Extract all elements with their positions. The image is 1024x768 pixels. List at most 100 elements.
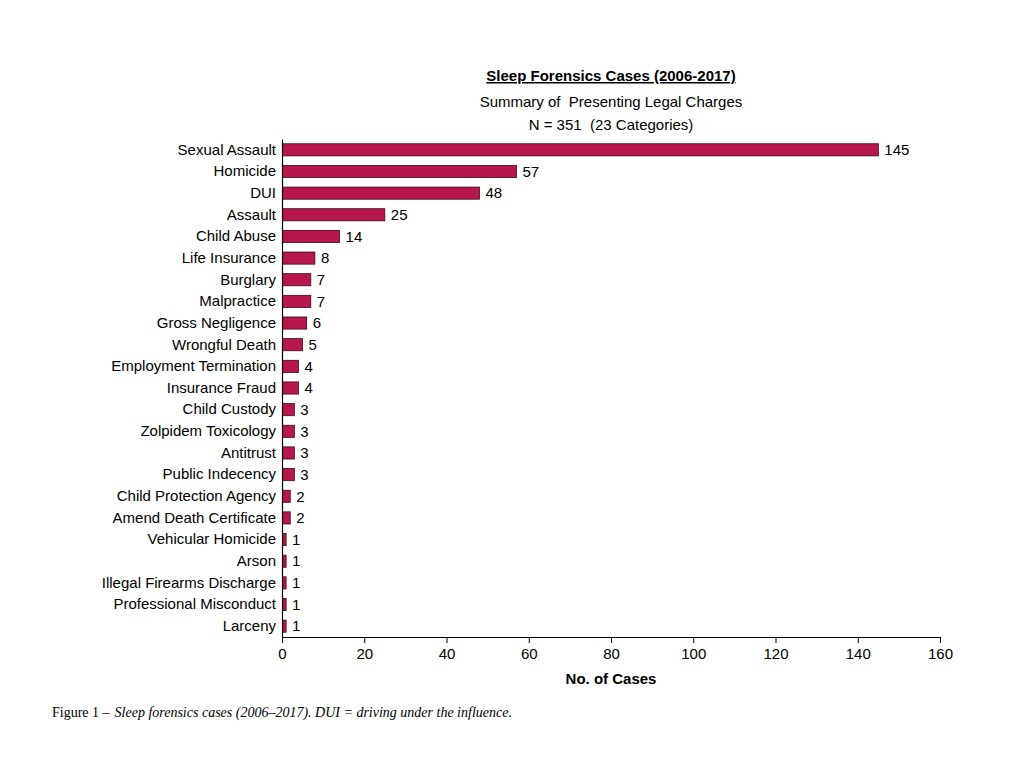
tick: 100 (681, 637, 706, 662)
bar (282, 317, 307, 329)
data-label: 14 (346, 228, 363, 245)
tick: Vehicular Homicide (148, 530, 276, 547)
data-label: 3 (300, 401, 308, 418)
tick-label: Larceny (223, 617, 277, 634)
tick-label: Employment Termination (111, 357, 276, 374)
axis-line (282, 140, 283, 638)
tick-label: DUI (250, 184, 276, 201)
tick-label: Arson (237, 552, 276, 569)
tick: Life Insurance (182, 249, 276, 266)
bar (282, 165, 516, 177)
subtitle: N = 351 (23 Categories) (529, 116, 694, 133)
tick: Assault (227, 206, 277, 223)
data-label: 48 (485, 184, 502, 201)
tick: Child Custody (183, 400, 277, 417)
tick: 60 (521, 637, 538, 662)
chart-container: 1455748251487765443333221111102040608010… (0, 0, 1024, 768)
data-label: 3 (300, 444, 308, 461)
tick-mark (529, 637, 530, 643)
tick-label: Public Indecency (163, 465, 277, 482)
tick: Zolpidem Toxicology (140, 422, 276, 439)
background (0, 0, 1024, 768)
bars (282, 144, 878, 632)
bar (282, 469, 294, 481)
tick: Malpractice (199, 292, 276, 309)
data-label: 57 (522, 163, 539, 180)
tick: Arson (237, 552, 276, 569)
tick-mark (776, 637, 777, 643)
bar (282, 252, 315, 264)
data-label: 2 (296, 488, 304, 505)
tick-label: Wrongful Death (172, 335, 276, 352)
data-label: 3 (300, 466, 308, 483)
tick-mark (693, 637, 694, 643)
tick: 140 (846, 637, 871, 662)
tick: 0 (278, 637, 286, 662)
tick: Wrongful Death (172, 335, 276, 352)
data-label: 1 (292, 596, 300, 613)
tick-mark (364, 637, 365, 643)
tick-label: Amend Death Certificate (113, 509, 276, 526)
tick: Insurance Fraud (167, 379, 276, 396)
data-label: 7 (317, 271, 325, 288)
bar (282, 512, 290, 524)
tick-label: Assault (227, 206, 277, 223)
title: Sleep Forensics Cases (2006-2017) (486, 67, 735, 84)
tick: Professional Misconduct (113, 595, 276, 612)
bar (282, 339, 303, 351)
bar (282, 490, 290, 502)
tick-label: 80 (603, 645, 620, 662)
data-label: 4 (304, 379, 312, 396)
tick: 20 (356, 637, 373, 662)
tick: DUI (250, 184, 276, 201)
bar (282, 447, 294, 459)
tick-label: Illegal Firearms Discharge (102, 574, 276, 591)
data-label: 1 (292, 531, 300, 548)
tick: 160 (928, 637, 953, 662)
tick-label: 20 (356, 645, 373, 662)
tick: 40 (439, 637, 456, 662)
data-label: 6 (313, 314, 321, 331)
tick: 120 (763, 637, 788, 662)
tick-label: Burglary (220, 271, 276, 288)
tick: Amend Death Certificate (113, 509, 276, 526)
axis-title: No. of Cases (566, 670, 657, 687)
tick-mark (611, 637, 612, 643)
caption-text: Sleep forensics cases (2006–2017). DUI =… (115, 705, 512, 721)
tick-label: 120 (763, 645, 788, 662)
bar (282, 425, 294, 437)
tick: Sexual Assault (178, 141, 277, 158)
data-labels: 14557482514877654433332211111 (292, 141, 909, 634)
tick-label: 140 (846, 645, 871, 662)
bar (282, 404, 294, 416)
tick-label: 160 (928, 645, 953, 662)
tick-mark (282, 637, 283, 643)
data-label: 2 (296, 509, 304, 526)
tick-label: Insurance Fraud (167, 379, 276, 396)
tick-mark (447, 637, 448, 643)
bar (282, 360, 298, 372)
tick-label: Vehicular Homicide (148, 530, 276, 547)
tick-label: 100 (681, 645, 706, 662)
bar (282, 144, 878, 156)
tick-label: Malpractice (199, 292, 276, 309)
tick-mark (940, 637, 941, 643)
tick-label: Child Protection Agency (117, 487, 277, 504)
chart-svg: 1455748251487765443333221111102040608010… (0, 0, 1024, 768)
tick-label: Professional Misconduct (113, 595, 276, 612)
tick: Gross Negligence (157, 314, 276, 331)
data-label: 3 (300, 423, 308, 440)
tick: 80 (603, 637, 620, 662)
category-axis: Sexual AssaultHomicideDUIAssaultChild Ab… (102, 140, 283, 638)
bar (282, 382, 298, 394)
caption-label: Figure 1 – (52, 705, 111, 720)
bar (282, 187, 479, 199)
tick-label: Homicide (213, 162, 276, 179)
data-label: 25 (391, 206, 408, 223)
bar (282, 295, 311, 307)
tick-label: Life Insurance (182, 249, 276, 266)
tick: Homicide (213, 162, 276, 179)
tick-label: Gross Negligence (157, 314, 276, 331)
tick: Antitrust (221, 444, 277, 461)
tick: Illegal Firearms Discharge (102, 574, 276, 591)
